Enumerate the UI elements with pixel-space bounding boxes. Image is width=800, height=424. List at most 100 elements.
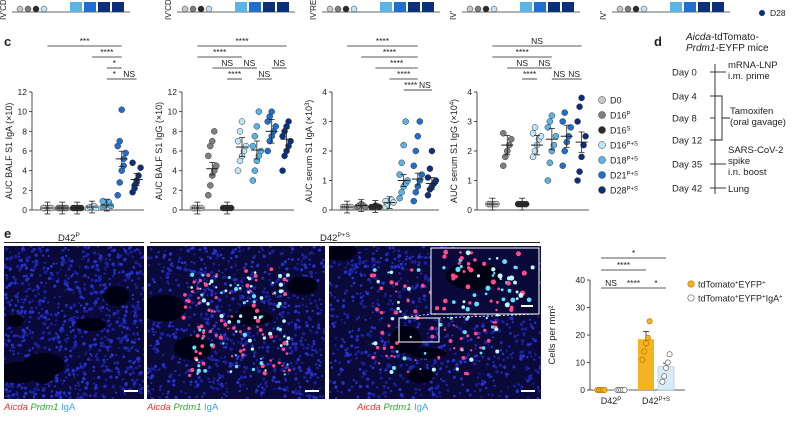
positive-cell	[241, 353, 245, 357]
positive-cell	[251, 303, 256, 308]
nucleus	[330, 307, 334, 312]
y-tick-label: 0	[22, 205, 27, 215]
nucleus	[331, 265, 334, 268]
top-strip-bar-3-4	[520, 2, 532, 12]
nucleus	[214, 352, 218, 355]
top-strip-bar-0-7	[112, 2, 124, 12]
sig-label: ****	[390, 58, 404, 68]
positive-cell	[209, 279, 214, 284]
nucleus	[4, 263, 7, 267]
nucleus	[55, 279, 60, 284]
nucleus	[447, 370, 452, 374]
nucleus	[166, 396, 169, 399]
nucleus	[172, 378, 175, 381]
nucleus	[4, 395, 7, 398]
nucleus	[238, 364, 241, 368]
nucleus	[128, 246, 132, 249]
nucleus	[364, 290, 367, 293]
nucleus	[193, 253, 196, 256]
inset-cell	[482, 261, 487, 266]
nucleus	[158, 396, 161, 399]
nucleus	[165, 333, 170, 337]
nucleus	[81, 315, 85, 319]
nucleus	[179, 248, 182, 251]
nucleus	[394, 384, 398, 387]
nucleus	[529, 342, 532, 346]
nucleus	[8, 303, 12, 307]
y-axis-label-sup: 4	[450, 101, 456, 105]
y-axis-label-sup: 3	[305, 102, 311, 106]
positive-cell	[235, 330, 238, 333]
nucleus	[105, 265, 109, 268]
nucleus	[240, 375, 244, 379]
airspace	[390, 325, 422, 354]
nucleus	[98, 306, 102, 310]
nucleus	[487, 373, 491, 377]
positive-cell	[185, 299, 189, 303]
nucleus	[434, 326, 438, 331]
nucleus	[99, 254, 103, 258]
nucleus	[329, 390, 332, 394]
nucleus	[289, 361, 293, 365]
nucleus	[69, 306, 73, 310]
nucleus	[87, 357, 91, 361]
nucleus	[329, 361, 333, 364]
nucleus	[131, 298, 134, 301]
nucleus	[58, 295, 61, 298]
panel-e-chart: Cells per mm² 0 10 20 30 40 D42P D42P+S * **** NS *…	[545, 248, 800, 419]
nucleus	[28, 329, 32, 332]
inset-cell	[465, 250, 471, 256]
inset-cell	[457, 261, 461, 265]
nucleus	[134, 338, 137, 341]
positive-cell	[279, 344, 283, 347]
positive-cell	[198, 351, 203, 356]
nucleus	[92, 264, 96, 267]
nucleus	[152, 388, 155, 391]
nucleus	[415, 305, 418, 308]
data-point	[548, 112, 556, 119]
nucleus	[22, 395, 26, 399]
nucleus	[506, 356, 510, 360]
positive-cell	[195, 358, 199, 362]
nucleus	[152, 323, 155, 327]
nucleus	[526, 379, 530, 383]
data-point	[544, 177, 552, 184]
positive-cell	[219, 318, 224, 323]
positive-cell	[245, 283, 250, 288]
nucleus	[94, 290, 98, 295]
nucleus	[487, 393, 491, 396]
nucleus	[123, 314, 127, 318]
positive-cell	[201, 298, 207, 303]
nucleus	[318, 298, 321, 301]
nucleus	[155, 255, 158, 259]
zoom-line-2	[438, 313, 540, 319]
inset-cell	[490, 279, 496, 285]
nucleus	[139, 292, 143, 296]
legend-dot-6	[598, 186, 606, 194]
positive-cell	[399, 310, 402, 313]
nucleus	[9, 349, 12, 352]
nucleus	[147, 392, 149, 396]
nucleus	[376, 246, 380, 250]
nucleus	[147, 328, 151, 332]
nucleus	[294, 377, 298, 381]
y-tick-label: 1	[467, 176, 472, 186]
nucleus	[372, 263, 376, 267]
nucleus	[25, 294, 29, 298]
nucleus	[38, 274, 42, 277]
nucleus	[527, 350, 532, 355]
nucleus	[33, 393, 36, 396]
nucleus	[354, 346, 358, 350]
nucleus	[538, 246, 541, 248]
nucleus	[81, 335, 84, 338]
nucleus	[206, 293, 209, 297]
sig-label: NS	[553, 69, 565, 79]
nucleus	[240, 332, 243, 336]
nucleus	[365, 305, 368, 308]
nucleus	[207, 377, 211, 381]
nucleus	[46, 267, 50, 271]
nucleus	[312, 264, 316, 268]
nucleus	[154, 369, 158, 372]
nucleus	[456, 370, 459, 373]
nucleus	[534, 353, 537, 356]
